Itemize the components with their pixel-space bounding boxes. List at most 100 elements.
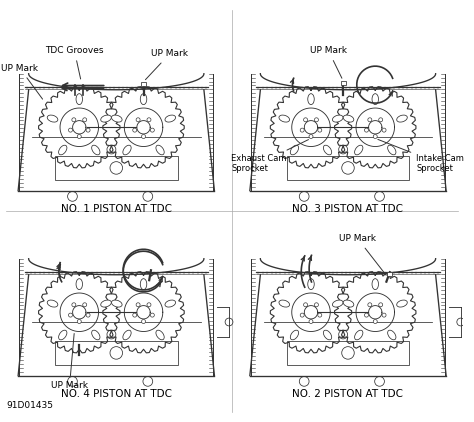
Ellipse shape bbox=[91, 145, 100, 155]
Circle shape bbox=[382, 128, 386, 132]
Circle shape bbox=[368, 118, 372, 122]
Ellipse shape bbox=[100, 300, 111, 307]
Bar bbox=[341, 81, 346, 85]
Circle shape bbox=[72, 303, 76, 307]
Circle shape bbox=[314, 118, 319, 122]
Circle shape bbox=[147, 303, 151, 307]
Bar bbox=[141, 82, 146, 86]
Circle shape bbox=[365, 128, 368, 132]
Circle shape bbox=[309, 319, 313, 324]
Circle shape bbox=[133, 313, 137, 317]
Ellipse shape bbox=[308, 94, 314, 105]
Circle shape bbox=[300, 313, 304, 317]
Circle shape bbox=[77, 319, 81, 324]
Text: TDC Grooves: TDC Grooves bbox=[45, 46, 104, 79]
Ellipse shape bbox=[47, 115, 58, 122]
Text: Intake Cam
Sprocket: Intake Cam Sprocket bbox=[378, 139, 464, 173]
Ellipse shape bbox=[355, 145, 363, 155]
Text: UP Mark: UP Mark bbox=[51, 333, 88, 390]
Circle shape bbox=[314, 303, 319, 307]
Circle shape bbox=[83, 303, 87, 307]
Bar bbox=[55, 156, 178, 180]
Circle shape bbox=[72, 118, 76, 122]
Ellipse shape bbox=[279, 115, 290, 122]
Ellipse shape bbox=[165, 300, 175, 307]
Ellipse shape bbox=[291, 330, 299, 340]
Circle shape bbox=[136, 303, 140, 307]
Circle shape bbox=[373, 135, 377, 138]
Ellipse shape bbox=[111, 300, 122, 307]
Ellipse shape bbox=[332, 115, 343, 122]
Ellipse shape bbox=[111, 115, 122, 122]
Circle shape bbox=[368, 303, 372, 307]
Ellipse shape bbox=[308, 279, 314, 289]
Ellipse shape bbox=[156, 145, 164, 155]
Circle shape bbox=[365, 313, 368, 317]
Text: UP Mark: UP Mark bbox=[146, 49, 188, 80]
Ellipse shape bbox=[100, 115, 111, 122]
Circle shape bbox=[318, 128, 322, 132]
Ellipse shape bbox=[323, 145, 332, 155]
Ellipse shape bbox=[123, 145, 131, 155]
Circle shape bbox=[86, 128, 90, 132]
Bar bbox=[287, 156, 410, 180]
Bar bbox=[287, 341, 410, 365]
Circle shape bbox=[136, 118, 140, 122]
Circle shape bbox=[373, 319, 377, 324]
Circle shape bbox=[309, 135, 313, 138]
Ellipse shape bbox=[397, 115, 407, 122]
Text: NO. 1 PISTON AT TDC: NO. 1 PISTON AT TDC bbox=[61, 204, 172, 214]
Ellipse shape bbox=[165, 115, 175, 122]
Ellipse shape bbox=[59, 330, 67, 340]
Ellipse shape bbox=[91, 330, 100, 340]
Ellipse shape bbox=[332, 300, 343, 307]
Text: 91D01435: 91D01435 bbox=[6, 400, 53, 410]
Circle shape bbox=[142, 319, 146, 324]
Circle shape bbox=[382, 313, 386, 317]
Ellipse shape bbox=[372, 94, 378, 105]
Ellipse shape bbox=[397, 300, 407, 307]
Ellipse shape bbox=[47, 300, 58, 307]
Text: NO. 4 PISTON AT TDC: NO. 4 PISTON AT TDC bbox=[61, 389, 172, 399]
Circle shape bbox=[150, 128, 155, 132]
Ellipse shape bbox=[343, 115, 354, 122]
Text: NO. 2 PISTON AT TDC: NO. 2 PISTON AT TDC bbox=[292, 389, 403, 399]
Circle shape bbox=[133, 128, 137, 132]
Circle shape bbox=[318, 313, 322, 317]
Text: NO. 3 PISTON AT TDC: NO. 3 PISTON AT TDC bbox=[292, 204, 403, 214]
Ellipse shape bbox=[140, 94, 147, 105]
Circle shape bbox=[68, 128, 73, 132]
Text: UP Mark: UP Mark bbox=[339, 234, 386, 275]
Text: Exhaust Cam
Sprocket: Exhaust Cam Sprocket bbox=[231, 140, 309, 173]
Ellipse shape bbox=[156, 330, 164, 340]
Bar bbox=[387, 272, 392, 276]
Ellipse shape bbox=[355, 330, 363, 340]
Ellipse shape bbox=[343, 300, 354, 307]
Circle shape bbox=[77, 135, 81, 138]
Ellipse shape bbox=[291, 145, 299, 155]
Circle shape bbox=[303, 303, 308, 307]
Text: UP Mark: UP Mark bbox=[310, 46, 347, 78]
Circle shape bbox=[379, 303, 383, 307]
Circle shape bbox=[142, 135, 146, 138]
Circle shape bbox=[68, 313, 73, 317]
Circle shape bbox=[379, 118, 383, 122]
Circle shape bbox=[83, 118, 87, 122]
Text: UP Mark: UP Mark bbox=[1, 64, 43, 99]
Circle shape bbox=[300, 128, 304, 132]
Ellipse shape bbox=[76, 94, 82, 105]
Circle shape bbox=[150, 313, 155, 317]
Ellipse shape bbox=[323, 330, 332, 340]
Ellipse shape bbox=[279, 300, 290, 307]
Bar bbox=[55, 341, 178, 365]
Ellipse shape bbox=[140, 279, 147, 289]
Ellipse shape bbox=[123, 330, 131, 340]
Circle shape bbox=[86, 313, 90, 317]
Circle shape bbox=[303, 118, 308, 122]
Ellipse shape bbox=[388, 330, 396, 340]
Ellipse shape bbox=[59, 145, 67, 155]
Ellipse shape bbox=[372, 279, 378, 289]
Ellipse shape bbox=[388, 145, 396, 155]
Circle shape bbox=[147, 118, 151, 122]
Ellipse shape bbox=[76, 279, 82, 289]
